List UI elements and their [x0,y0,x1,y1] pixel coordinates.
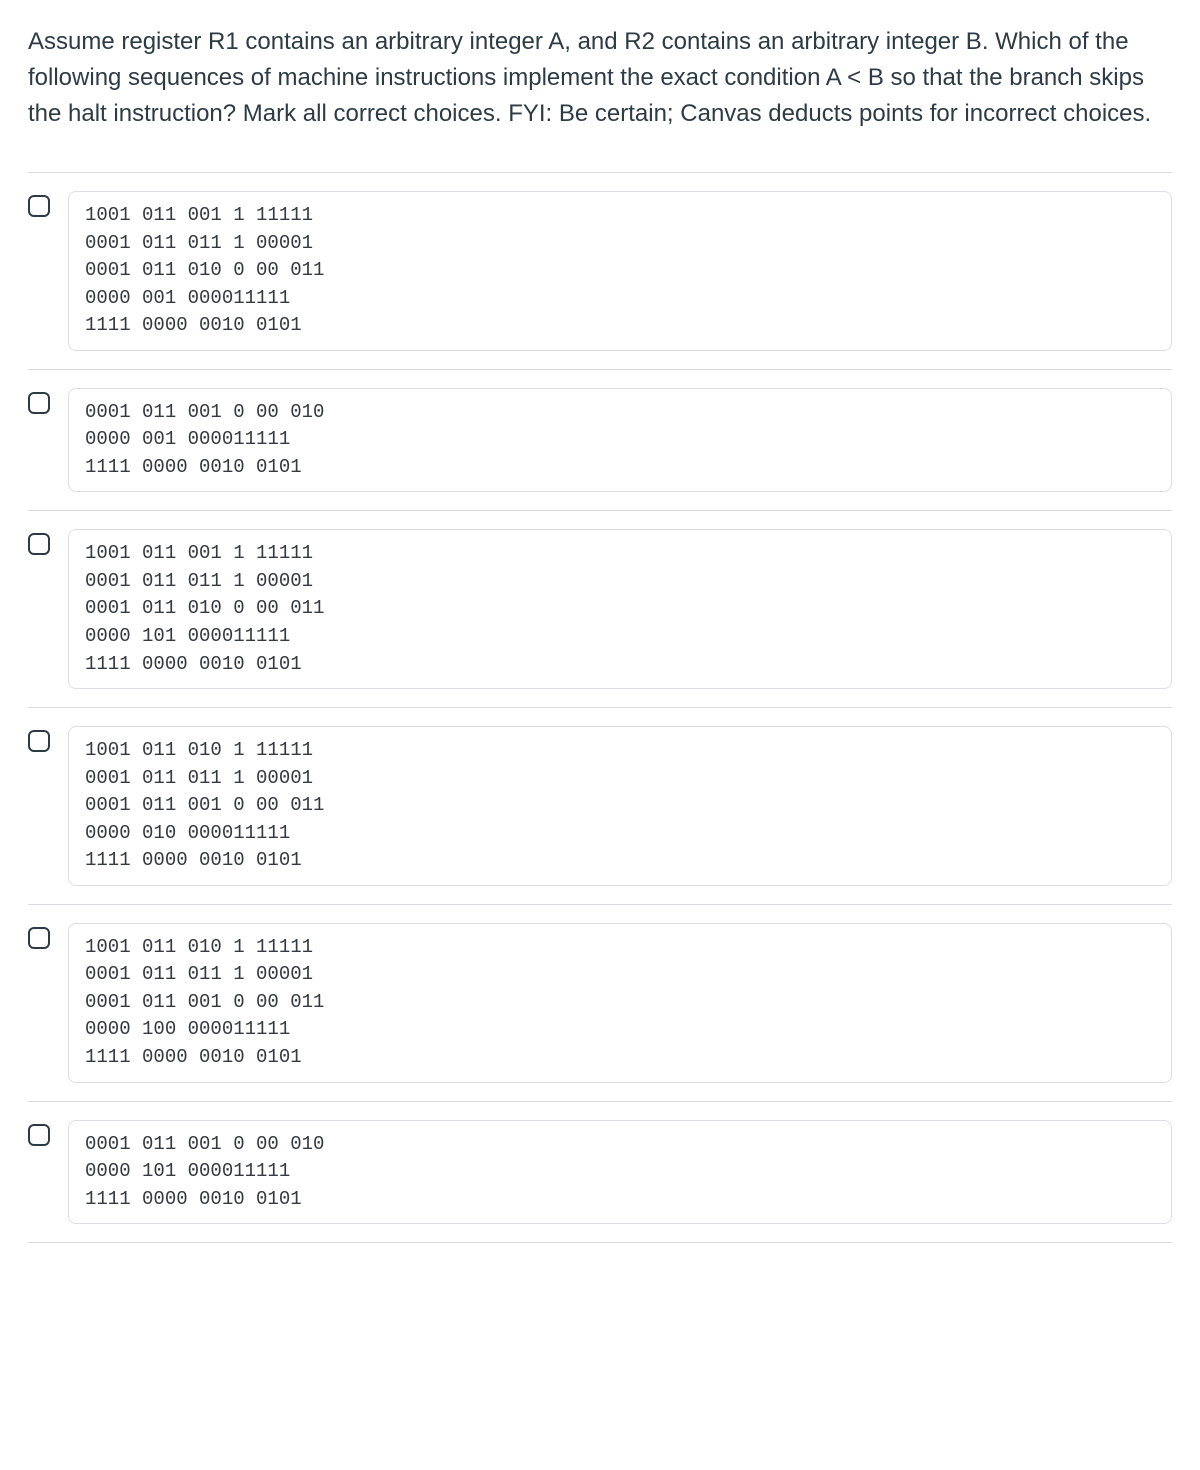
answer-option: 1001 011 001 1 11111 0001 011 011 1 0000… [28,172,1172,369]
answer-option: 1001 011 010 1 11111 0001 011 011 1 0000… [28,707,1172,904]
answer-option: 1001 011 001 1 11111 0001 011 011 1 0000… [28,510,1172,707]
answer-code: 1001 011 001 1 11111 0001 011 011 1 0000… [68,529,1172,689]
answer-option: 0001 011 001 0 00 010 0000 001 000011111… [28,369,1172,511]
answer-option: 1001 011 010 1 11111 0001 011 011 1 0000… [28,904,1172,1101]
answer-checkbox[interactable] [28,1124,50,1146]
answer-code: 0001 011 001 0 00 010 0000 101 000011111… [68,1120,1172,1225]
answer-code: 0001 011 001 0 00 010 0000 001 000011111… [68,388,1172,493]
question-text: Assume register R1 contains an arbitrary… [28,24,1172,132]
answer-code: 1001 011 001 1 11111 0001 011 011 1 0000… [68,191,1172,351]
answer-checkbox[interactable] [28,195,50,217]
answer-checkbox[interactable] [28,927,50,949]
answer-checkbox[interactable] [28,730,50,752]
answer-code: 1001 011 010 1 11111 0001 011 011 1 0000… [68,726,1172,886]
answers-list: 1001 011 001 1 11111 0001 011 011 1 0000… [28,172,1172,1243]
answer-checkbox[interactable] [28,533,50,555]
answer-checkbox[interactable] [28,392,50,414]
answer-option: 0001 011 001 0 00 010 0000 101 000011111… [28,1101,1172,1244]
answer-code: 1001 011 010 1 11111 0001 011 011 1 0000… [68,923,1172,1083]
